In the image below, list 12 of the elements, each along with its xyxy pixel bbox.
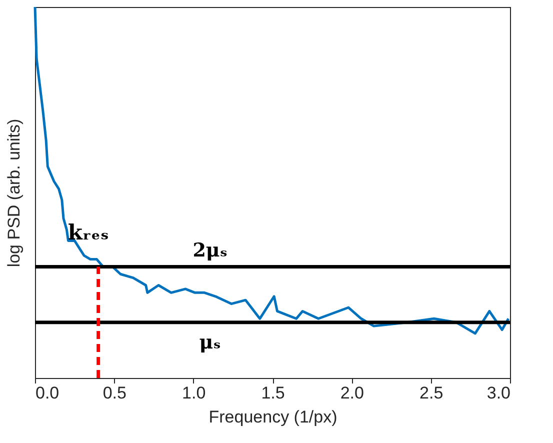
x-tick-label: 1.5 — [261, 384, 285, 402]
x-tick-label: 1.0 — [182, 384, 206, 402]
x-tick-label: 3.0 — [486, 384, 510, 402]
ref-line-label: 2μₛ — [192, 240, 228, 262]
x-tick-label: 2.0 — [340, 384, 364, 402]
x-tick-label: 0.0 — [36, 384, 60, 402]
x-axis-title: Frequency (1/px) — [208, 408, 338, 426]
ref-line-label: kᵣₑₛ — [68, 220, 109, 245]
x-tick-label: 2.5 — [420, 384, 444, 402]
ref-line-label: μₛ — [199, 331, 221, 354]
y-axis-title: log PSD (arb. units) — [4, 118, 24, 268]
x-tick-label: 0.5 — [102, 384, 126, 402]
